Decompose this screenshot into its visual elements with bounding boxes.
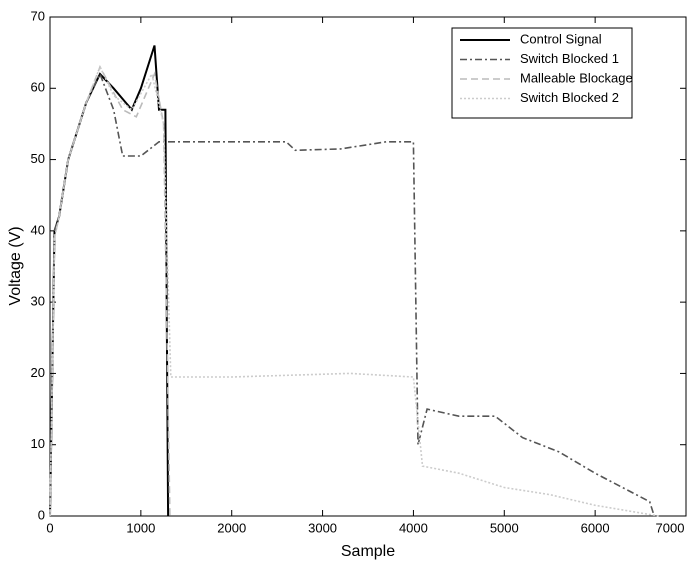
legend-label: Control Signal <box>520 31 602 46</box>
y-tick-label: 0 <box>38 507 45 522</box>
series-line <box>49 64 171 517</box>
y-tick-label: 60 <box>31 80 45 95</box>
x-tick-label: 0 <box>46 520 53 535</box>
y-tick-label: 10 <box>31 436 45 451</box>
series-line <box>49 45 170 517</box>
plot-frame <box>49 16 687 517</box>
series-line <box>49 71 655 517</box>
x-tick-label: 7000 <box>656 520 685 535</box>
y-tick-label: 70 <box>31 8 45 23</box>
x-tick-label: 5000 <box>490 520 519 535</box>
x-tick-label: 3000 <box>308 520 337 535</box>
x-tick-label: 4000 <box>399 520 428 535</box>
legend-label: Switch Blocked 2 <box>520 90 619 105</box>
legend-box <box>451 27 633 119</box>
x-axis-title: Sample <box>341 543 395 560</box>
y-tick-label: 30 <box>31 294 45 309</box>
y-axis-title: Voltage (V) <box>7 226 24 305</box>
y-tick-label: 20 <box>31 365 45 380</box>
legend-label: Switch Blocked 1 <box>520 51 619 66</box>
x-tick-label: 6000 <box>581 520 610 535</box>
x-tick-label: 2000 <box>217 520 246 535</box>
legend-label: Malleable Blockage <box>520 70 633 85</box>
y-tick-label: 50 <box>31 151 45 166</box>
x-tick-label: 1000 <box>126 520 155 535</box>
series-line <box>49 64 659 517</box>
y-tick-label: 40 <box>31 222 45 237</box>
